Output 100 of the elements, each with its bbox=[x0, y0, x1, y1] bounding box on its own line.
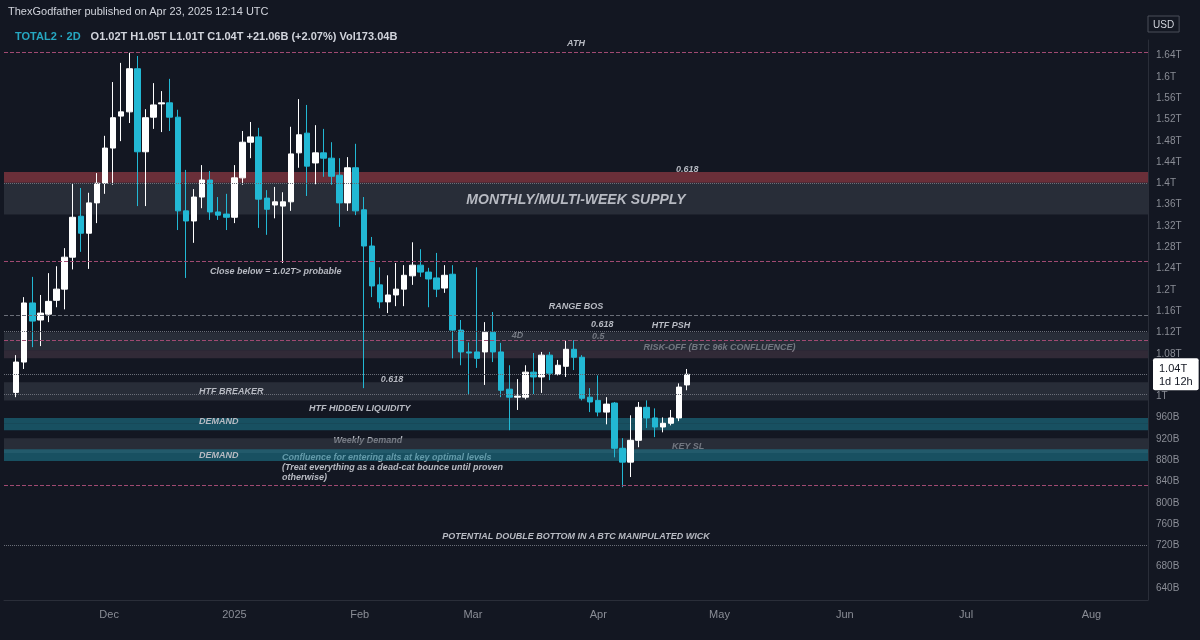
ref-line-label: RANGE BOS bbox=[548, 300, 604, 311]
candlestick bbox=[377, 266, 383, 309]
annotation: 4D bbox=[510, 330, 524, 341]
y-tick-label: 1.08T bbox=[1156, 347, 1182, 359]
candlestick bbox=[21, 296, 27, 370]
candlestick bbox=[296, 98, 302, 169]
band-label: DEMAND bbox=[199, 450, 239, 461]
candlestick bbox=[175, 109, 181, 231]
annotation: Close below = 1.02T> probable bbox=[210, 266, 342, 276]
candlestick bbox=[393, 262, 399, 307]
candlestick bbox=[29, 276, 36, 348]
y-tick-label: 1.12T bbox=[1156, 326, 1182, 338]
y-tick-label: 960B bbox=[1156, 411, 1180, 423]
y-tick-label: 1.56T bbox=[1156, 91, 1182, 103]
ref-line-label: ATH bbox=[566, 37, 586, 48]
candlestick bbox=[603, 396, 610, 425]
candlestick bbox=[587, 387, 593, 413]
y-tick-label: 640B bbox=[1156, 581, 1180, 593]
candlestick bbox=[506, 364, 513, 431]
x-tick-label: Dec bbox=[99, 607, 120, 620]
candlestick bbox=[643, 399, 650, 429]
x-tick-label: 2025 bbox=[222, 607, 247, 620]
candlestick bbox=[546, 351, 553, 381]
candlestick bbox=[352, 143, 359, 216]
candlestick bbox=[684, 368, 690, 391]
chart-subtitle: O1.02T H1.05T L1.01T C1.04T +21.06B (+2.07%) Vol173.04B bbox=[90, 30, 398, 42]
annotation: 0.618 bbox=[675, 164, 699, 175]
y-tick-label: 1.16T bbox=[1156, 304, 1182, 316]
y-tick-label: 680B bbox=[1156, 560, 1180, 572]
candlestick bbox=[199, 164, 205, 209]
candlestick bbox=[466, 341, 472, 396]
candlestick bbox=[498, 342, 504, 398]
candlestick bbox=[401, 264, 407, 307]
y-tick-label: 1.64T bbox=[1156, 49, 1182, 61]
y-tick-label: 1.48T bbox=[1156, 134, 1182, 146]
band-label: MONTHLY/MULTI-WEEK SUPPLY bbox=[466, 190, 688, 207]
candlestick bbox=[361, 196, 367, 389]
candlestick bbox=[280, 191, 286, 264]
annotation: 0.5 bbox=[591, 331, 606, 342]
y-tick-label: 1.32T bbox=[1156, 219, 1182, 231]
annotation: KEY SL bbox=[672, 441, 705, 451]
candlestick bbox=[191, 188, 197, 244]
candlestick bbox=[183, 169, 189, 279]
candlestick bbox=[166, 78, 173, 132]
candlestick bbox=[223, 193, 230, 231]
candlestick bbox=[660, 416, 666, 433]
candlestick bbox=[344, 156, 351, 212]
candlestick bbox=[255, 127, 262, 229]
candlestick bbox=[110, 81, 116, 186]
candlestick bbox=[595, 374, 601, 417]
x-tick-label: Aug bbox=[1081, 607, 1102, 620]
candlestick bbox=[530, 352, 537, 395]
candlestick bbox=[409, 241, 416, 286]
candlestick bbox=[676, 382, 682, 422]
candlestick bbox=[652, 407, 658, 438]
candlestick bbox=[288, 126, 294, 212]
candlestick bbox=[215, 196, 221, 221]
text: ThexGodfather published on Apr 23, 2025 12:14 UTC bbox=[8, 4, 269, 17]
candlestick bbox=[312, 124, 319, 185]
candlestick bbox=[126, 52, 133, 124]
y-tick-label: 1.36T bbox=[1156, 198, 1182, 210]
x-tick-label: Jul bbox=[959, 607, 974, 620]
band-label: HTF BREAKER bbox=[199, 386, 264, 397]
candlestick bbox=[304, 104, 310, 197]
candlestick bbox=[538, 351, 545, 394]
annotation: 0.618 bbox=[591, 319, 614, 330]
y-tick-label: 840B bbox=[1156, 475, 1180, 487]
candlestick bbox=[474, 266, 480, 369]
candlestick bbox=[102, 135, 108, 195]
candlestick bbox=[441, 264, 448, 294]
candlestick bbox=[369, 236, 375, 298]
x-tick-label: Feb bbox=[350, 607, 370, 620]
y-tick-label: 1T bbox=[1156, 390, 1168, 402]
candlestick bbox=[134, 55, 141, 207]
y-tick-label: 1.4T bbox=[1156, 177, 1177, 189]
x-tick-label: Apr bbox=[589, 607, 608, 620]
y-tick-label: 880B bbox=[1156, 453, 1180, 465]
candlestick bbox=[571, 339, 577, 371]
x-tick-label: May bbox=[709, 607, 731, 620]
annotation: Confluence for entering alts at key optimal levels (Treat everything as a dead-cat bounce until proven otherwise) bbox=[282, 452, 504, 482]
candlestick bbox=[207, 170, 213, 221]
candlestick bbox=[555, 359, 561, 376]
candlestick bbox=[449, 264, 456, 359]
annotation: HTF HIDDEN LIQUIDITY bbox=[308, 402, 412, 413]
y-tick-label: 1.24T bbox=[1156, 262, 1182, 274]
candlestick bbox=[118, 62, 124, 142]
y-tick-label: 1.44T bbox=[1156, 155, 1182, 167]
candlestick bbox=[490, 311, 496, 363]
annotation: Weekly Demand bbox=[333, 434, 403, 445]
y-tick-label: 1.28T bbox=[1156, 241, 1182, 253]
annotation: RISK-OFF (BTC 96k CONFLUENCE) bbox=[643, 341, 796, 352]
band-label: DEMAND bbox=[199, 415, 239, 426]
candlestick bbox=[94, 172, 100, 224]
chart-title: TOTAL2 · 2D bbox=[15, 30, 81, 42]
candlestick bbox=[458, 319, 464, 366]
candlestick bbox=[482, 321, 488, 386]
ref-line-label: POTENTIAL DOUBLE BOTTOM IN A BTC MANIPULATED WICK bbox=[442, 530, 712, 541]
y-tick-label: 920B bbox=[1156, 432, 1180, 444]
candlestick bbox=[668, 409, 674, 426]
annotation: 0.618 bbox=[380, 373, 404, 384]
